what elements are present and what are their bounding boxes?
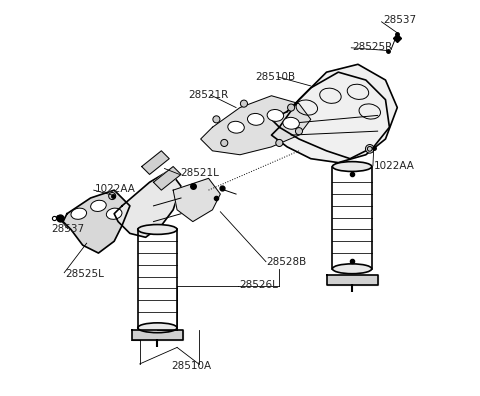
Ellipse shape [333,264,372,274]
Ellipse shape [276,139,283,147]
Ellipse shape [267,110,284,121]
Text: 28510B: 28510B [255,72,295,82]
Ellipse shape [138,323,177,333]
Ellipse shape [333,162,372,171]
Ellipse shape [248,113,264,125]
Ellipse shape [365,145,374,153]
Ellipse shape [108,192,116,200]
Polygon shape [154,167,181,190]
Text: 28521R: 28521R [188,90,228,100]
Text: 28521L: 28521L [180,168,219,178]
Polygon shape [63,190,130,253]
Polygon shape [142,151,169,174]
Text: 28537: 28537 [384,15,417,25]
Polygon shape [272,64,397,163]
Ellipse shape [138,225,177,234]
Ellipse shape [213,116,220,123]
Text: 1022AA: 1022AA [95,185,135,194]
Polygon shape [326,275,378,284]
Polygon shape [132,330,183,339]
Text: 28537: 28537 [51,224,84,234]
Ellipse shape [228,121,244,133]
Ellipse shape [71,208,86,219]
Polygon shape [173,178,220,222]
Text: 28510A: 28510A [171,361,211,371]
Ellipse shape [91,200,106,211]
Ellipse shape [107,208,122,219]
Polygon shape [201,96,311,155]
Text: 1022AA: 1022AA [374,161,415,171]
Text: 28525L: 28525L [65,269,104,279]
Ellipse shape [240,100,248,107]
Ellipse shape [283,117,300,129]
Ellipse shape [221,139,228,147]
Polygon shape [114,170,181,237]
Ellipse shape [288,104,295,111]
Text: 28525R: 28525R [352,42,392,51]
Ellipse shape [296,128,302,135]
Text: 28528B: 28528B [267,257,307,267]
Text: 28526L: 28526L [239,280,278,290]
